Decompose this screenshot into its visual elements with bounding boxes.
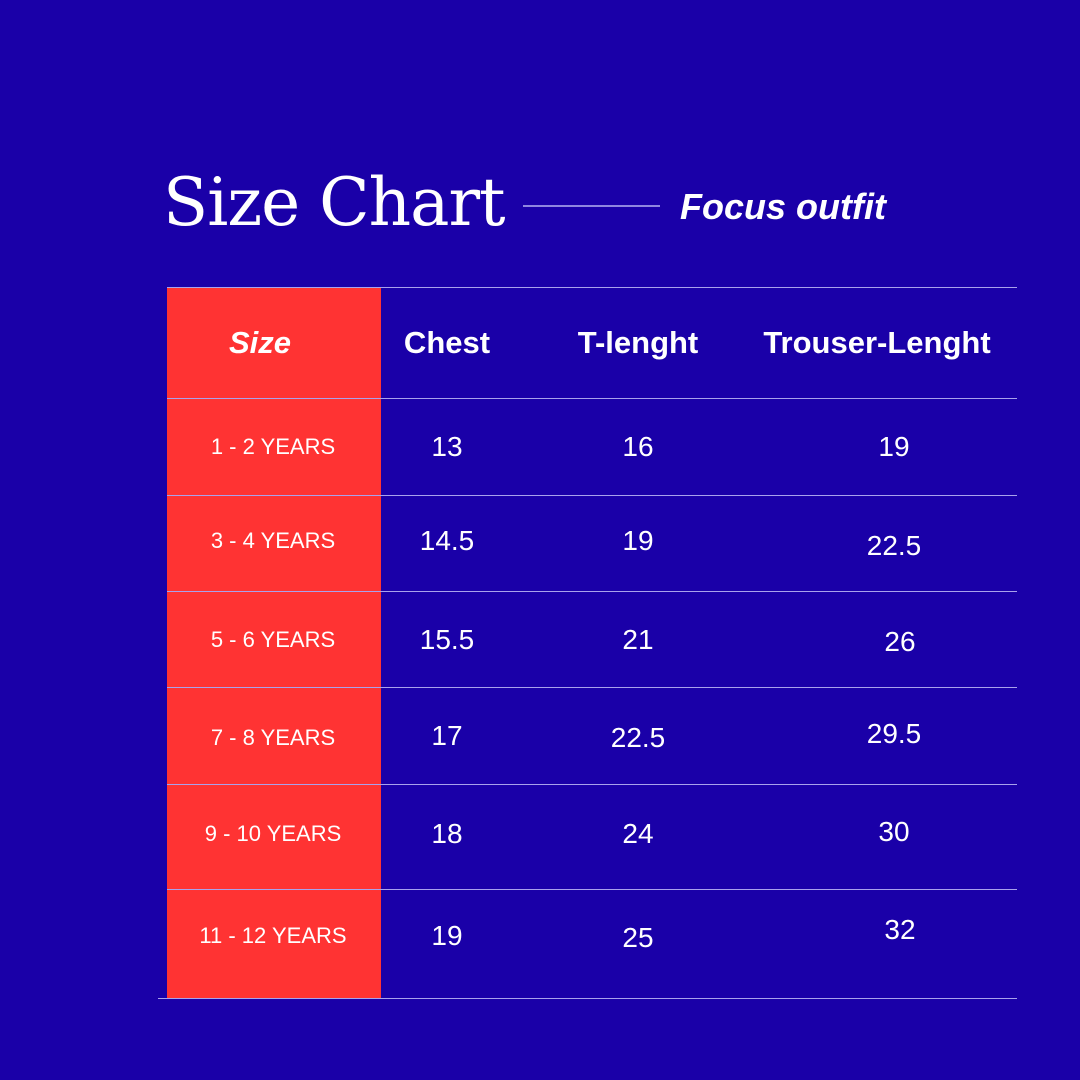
measurement-cell: 30 [878, 816, 910, 847]
column-header: Size [228, 325, 292, 360]
size-label: 1 - 2 YEARS [210, 434, 336, 459]
page-title: Size Chart [163, 164, 506, 241]
row-divider [167, 889, 1017, 890]
row-divider [158, 998, 1017, 999]
measurement-cell: 29.5 [866, 718, 922, 749]
measurement-cell: 18 [431, 818, 463, 849]
column-header: T-lenght [577, 325, 699, 360]
measurement-cell: 22.5 [610, 722, 666, 753]
measurement-cell: 32 [884, 914, 916, 945]
measurement-cell: 22.5 [866, 530, 922, 561]
row-divider [167, 495, 1017, 496]
measurement-cell: 21 [622, 624, 654, 655]
measurement-cell: 17 [431, 720, 463, 751]
brand-subtitle: Focus outfit [680, 186, 886, 227]
column-header: Chest [403, 325, 491, 360]
row-divider [167, 687, 1017, 688]
measurement-cell: 19 [622, 525, 654, 556]
measurement-cell: 26 [884, 626, 916, 657]
row-divider [167, 591, 1017, 592]
measurement-cell: 13 [431, 431, 463, 462]
measurement-cell: 24 [622, 818, 654, 849]
row-divider [167, 784, 1017, 785]
size-label: 9 - 10 YEARS [204, 821, 342, 846]
measurement-cell: 19 [431, 920, 463, 951]
row-divider [167, 398, 1017, 399]
size-column-background [167, 287, 381, 998]
measurement-cell: 15.5 [419, 624, 475, 655]
size-label: 11 - 12 YEARS [199, 923, 347, 948]
column-header: Trouser-Lenght [763, 325, 991, 360]
size-label: 5 - 6 YEARS [210, 627, 336, 652]
title-divider [523, 205, 660, 207]
size-label: 3 - 4 YEARS [210, 528, 336, 553]
row-divider [167, 287, 1017, 288]
measurement-cell: 19 [878, 431, 910, 462]
measurement-cell: 14.5 [419, 525, 475, 556]
size-label: 7 - 8 YEARS [210, 725, 336, 750]
measurement-cell: 25 [622, 922, 654, 953]
measurement-cell: 16 [622, 431, 654, 462]
